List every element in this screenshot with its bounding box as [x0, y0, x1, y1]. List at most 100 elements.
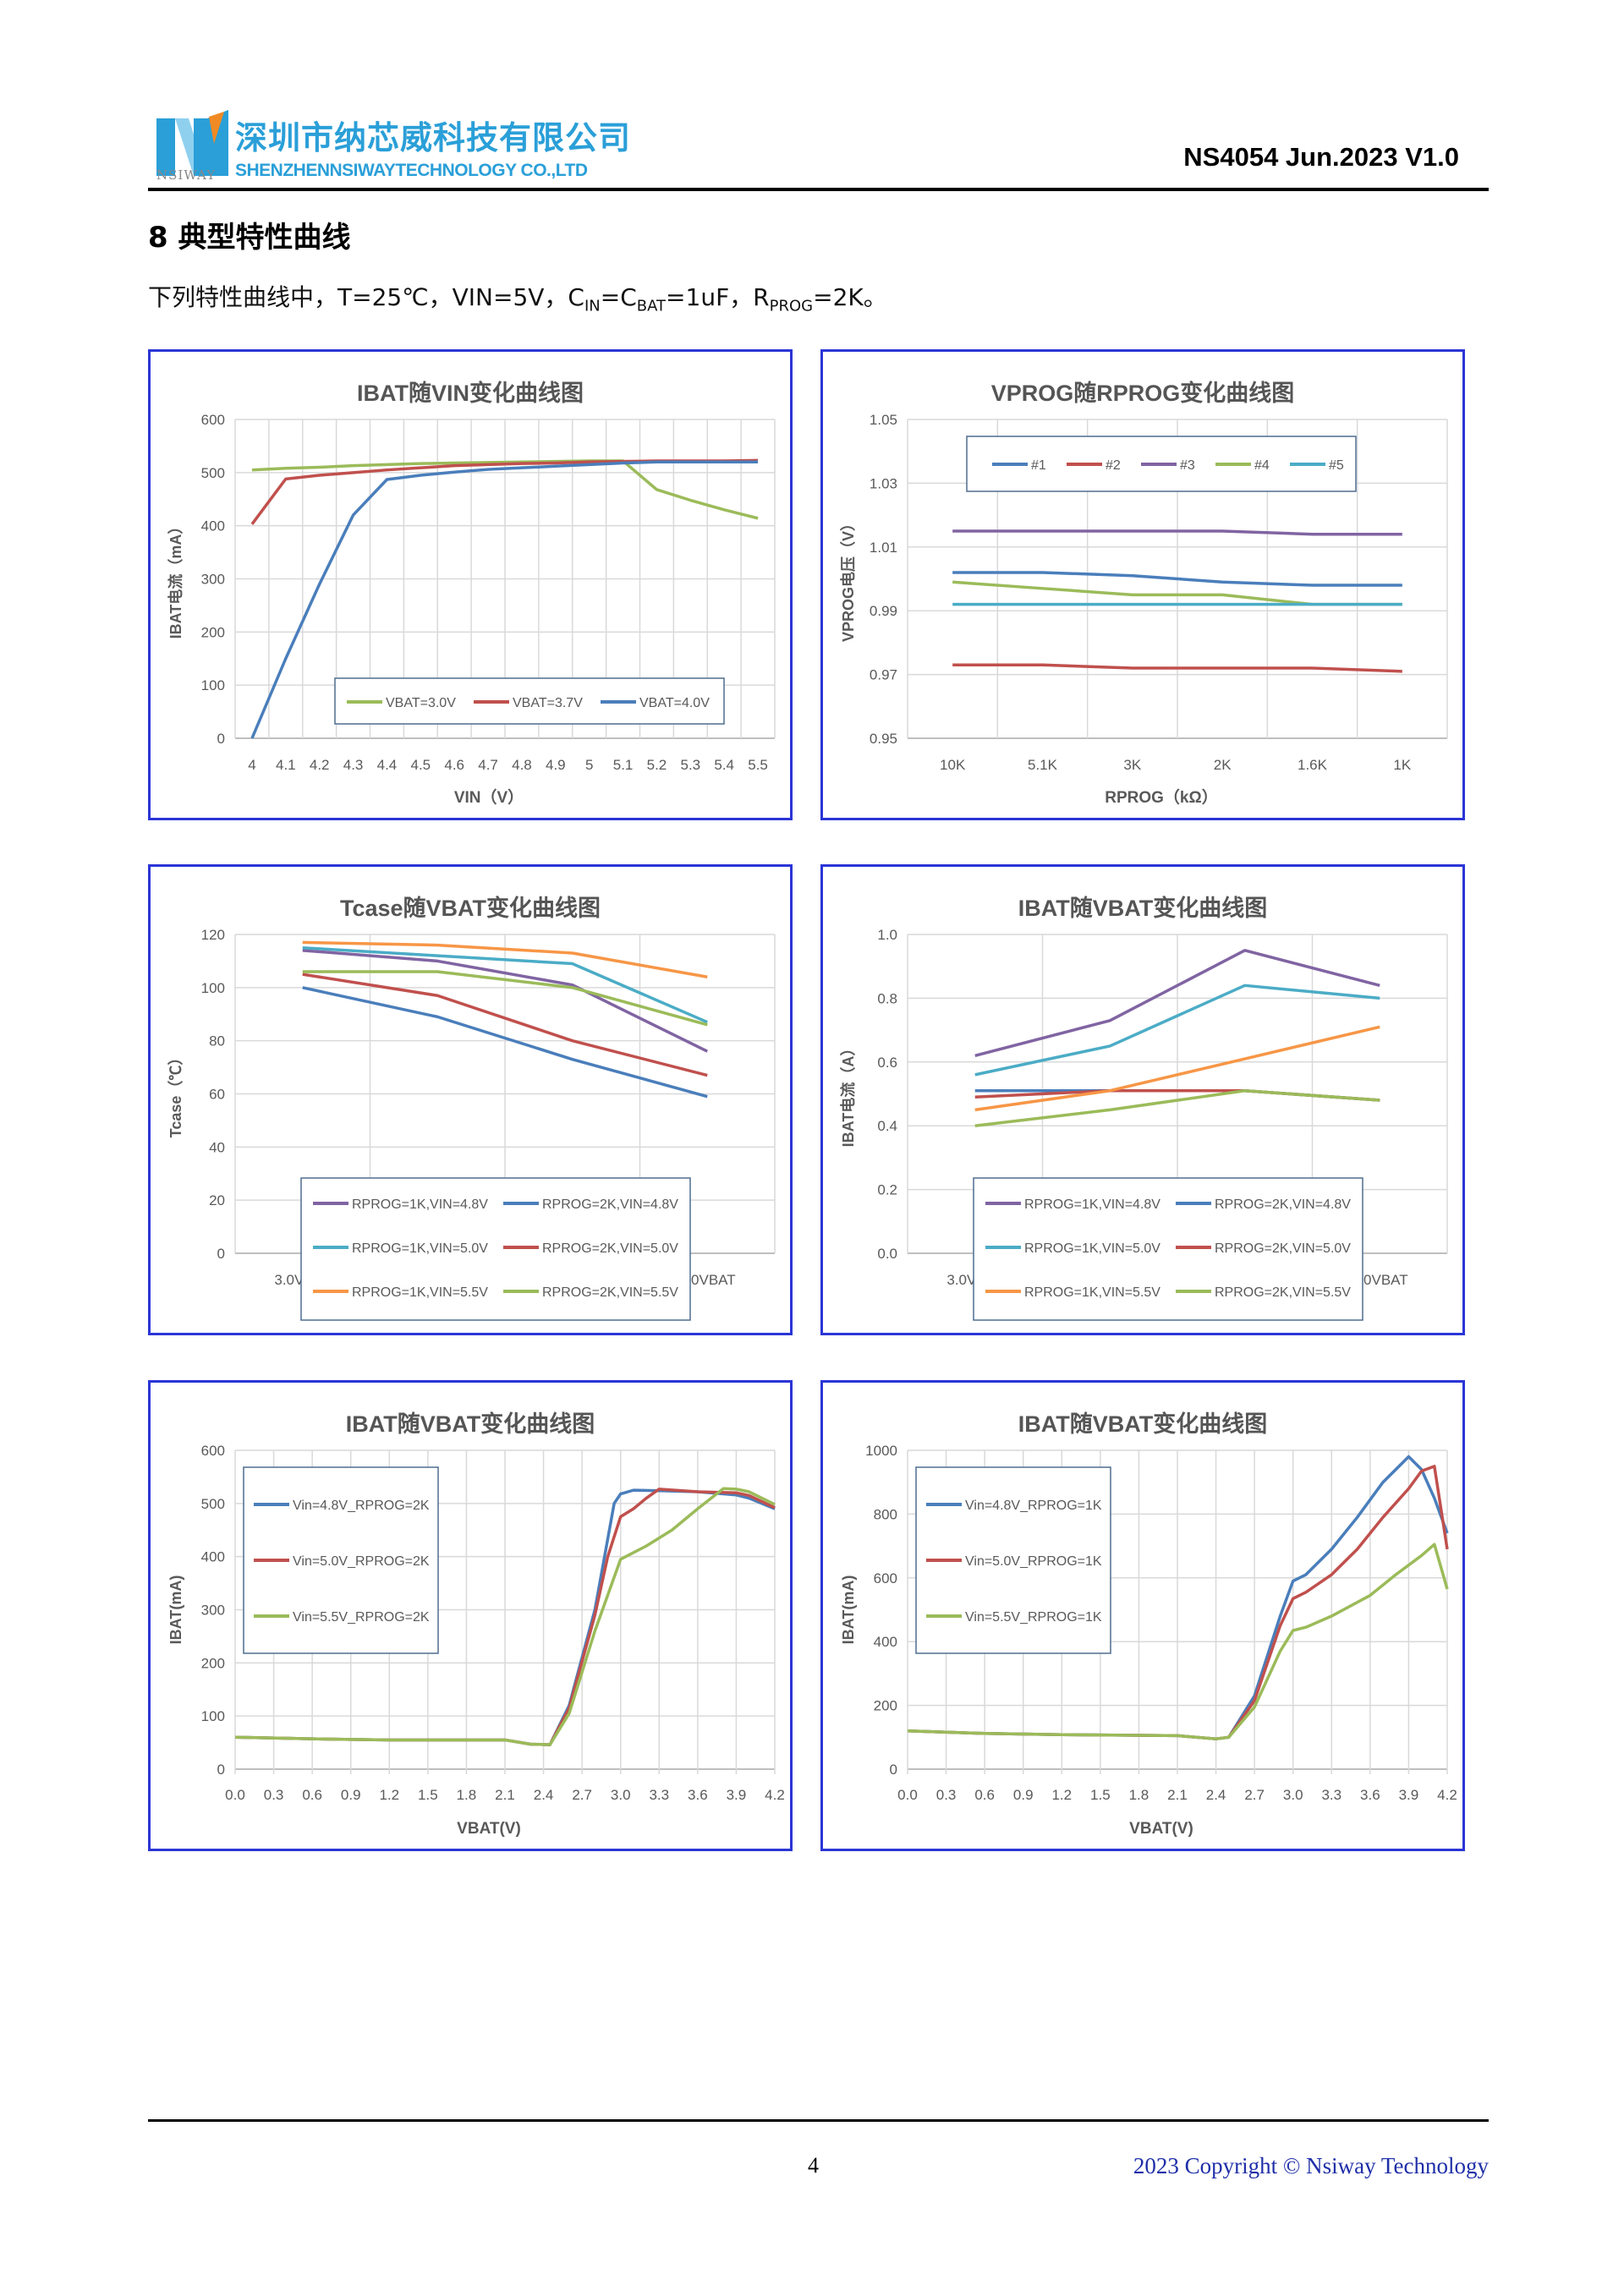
x-tick-label: 5.1K [1028, 757, 1058, 773]
company-name-cn: 深圳市纳芯威科技有限公司 [235, 119, 632, 156]
legend-label: #2 [1106, 458, 1121, 473]
chart-ibat-vs-vbat-rprog-1k: IBAT随VBAT变化曲线图 0 200 400 600 800 1000 0.0 0.3 0.6… [820, 1380, 1465, 1851]
x-tick-label: 2.1 [495, 1787, 515, 1803]
y-tick-label: 600 [874, 1570, 897, 1586]
section-title: 8 典型特性曲线 [148, 221, 351, 255]
y-tick-label: 60 [209, 1087, 225, 1103]
y-tick-label: 1.05 [870, 412, 897, 428]
legend: RPROG=1K,VIN=4.8V RPROG=2K,VIN=4.8V RPROG=… [300, 1177, 691, 1321]
x-axis-label: VBAT(V) [1129, 1820, 1193, 1838]
header-divider [148, 188, 1489, 191]
y-tick-label: 200 [201, 1655, 225, 1671]
x-tick-label: 4.3 [343, 757, 364, 773]
logo-text: NSIWAY [156, 167, 217, 183]
chart-title: Tcase随VBAT变化曲线图 [340, 895, 601, 921]
x-tick-label: 2.7 [1244, 1787, 1265, 1803]
legend-label: VBAT=3.7V [513, 696, 583, 710]
chart-title: IBAT随VBAT变化曲线图 [1018, 1411, 1267, 1437]
legend-box [300, 1177, 691, 1321]
x-tick-label: 1.8 [1129, 1787, 1149, 1803]
conditions-text: =2K。 [813, 283, 887, 311]
x-tick-label: 3.9 [727, 1787, 747, 1803]
legend-label: RPROG=2K,VIN=4.8V [1215, 1197, 1351, 1212]
x-tick-label: 4.9 [546, 757, 566, 773]
y-tick-label: 500 [201, 1496, 225, 1512]
conditions-text: =1uF，R [666, 283, 770, 311]
x-tick-label: 2.1 [1167, 1787, 1188, 1803]
company-logo [156, 110, 228, 176]
legend-label: VBAT=4.0V [639, 696, 710, 710]
x-tick-label: 0.3 [936, 1787, 957, 1803]
page-number: 4 [808, 2153, 819, 2178]
y-tick-label: 600 [201, 412, 225, 428]
x-tick-label: 2.4 [1206, 1787, 1226, 1803]
footer-divider [148, 2119, 1489, 2122]
legend: Vin=4.8V_RPROG=2K Vin=5.0V_RPROG=2K Vin=5.… [243, 1466, 439, 1654]
x-tick-label: 0.3 [264, 1787, 284, 1803]
chart-title: IBAT随VBAT变化曲线图 [1018, 895, 1267, 921]
legend-label: Vin=5.5V_RPROG=2K [293, 1610, 430, 1625]
x-tick-label: 4.0VBAT [1352, 1272, 1408, 1288]
legend: VBAT=3.0V VBAT=3.7V VBAT=4.0V [334, 677, 725, 725]
y-tick-label: 200 [201, 624, 225, 640]
test-conditions: 下列特性曲线中，T=25℃，VIN=5V，CIN=CBAT=1uF，RPROG=… [148, 279, 887, 315]
legend-label: VBAT=3.0V [386, 696, 456, 710]
y-tick-label: 120 [201, 927, 225, 943]
x-tick-label: 5 [585, 757, 593, 773]
y-tick-label: 400 [201, 1549, 225, 1565]
y-tick-label: 80 [209, 1033, 225, 1049]
x-tick-label: 4.6 [444, 757, 464, 773]
legend-label: RPROG=2K,VIN=5.5V [1215, 1285, 1351, 1300]
series-line [974, 984, 1380, 1077]
x-tick-label: 2.4 [534, 1787, 554, 1803]
x-tick-label: 3.6 [688, 1787, 708, 1803]
x-tick-label: 0.0 [897, 1787, 918, 1803]
x-tick-label: 4.2 [765, 1787, 785, 1803]
legend: #1 #2 #3 #4 #5 [966, 436, 1357, 492]
x-tick-label: 1.2 [379, 1787, 399, 1803]
y-tick-label: 300 [201, 572, 225, 588]
y-tick-label: 0.95 [870, 731, 897, 747]
y-axis-label: VPROG电压（V） [839, 516, 857, 642]
x-tick-label: 3.0 [1283, 1787, 1303, 1803]
y-tick-label: 1.03 [870, 475, 897, 491]
legend: Vin=4.8V_RPROG=1K Vin=5.0V_RPROG=1K Vin=5.… [915, 1466, 1111, 1654]
x-tick-label: 4.0VBAT [679, 1272, 736, 1288]
x-tick-label: 1.6K [1298, 757, 1328, 773]
x-tick-label: 0.0 [225, 1787, 245, 1803]
y-tick-label: 400 [201, 518, 225, 534]
chart-ibat-vs-vin: IBAT随VIN变化曲线图 0 100 200 300 400 500 600 4 4.1 4.2 4… [148, 349, 793, 820]
document-id: NS4054 Jun.2023 V1.0 [1183, 142, 1459, 172]
y-tick-label: 0 [217, 731, 225, 747]
y-tick-label: 400 [874, 1634, 897, 1650]
y-tick-label: 100 [201, 1708, 225, 1724]
y-tick-label: 200 [874, 1698, 897, 1714]
cin-subscript: IN [584, 297, 601, 315]
chart-title: VPROG随RPROG变化曲线图 [991, 380, 1295, 406]
y-tick-label: 500 [201, 465, 225, 481]
x-tick-label: 4.1 [276, 757, 296, 773]
legend-label: RPROG=1K,VIN=5.0V [1024, 1241, 1160, 1256]
series-line [302, 973, 708, 1077]
x-tick-label: 1.5 [418, 1787, 438, 1803]
series-line [234, 1487, 776, 1746]
legend-label: Vin=5.0V_RPROG=2K [293, 1554, 430, 1569]
y-axis-label: IBAT(mA) [167, 1575, 184, 1645]
legend-label: RPROG=2K,VIN=5.5V [542, 1285, 678, 1300]
chart-title: IBAT随VIN变化曲线图 [357, 380, 584, 406]
y-tick-label: 0.6 [877, 1055, 897, 1071]
series-line [974, 1088, 1380, 1127]
x-tick-label: 5.5 [748, 757, 768, 773]
legend-label: RPROG=2K,VIN=5.0V [1215, 1241, 1351, 1256]
conditions-text: 下列特性曲线中，T=25℃，VIN=5V，C [148, 283, 584, 311]
series-line [251, 459, 759, 520]
y-tick-label: 1.0 [877, 927, 897, 943]
series-line [302, 940, 708, 978]
series-line [250, 460, 759, 739]
x-axis-label: VBAT(V) [457, 1820, 521, 1838]
chart-ibat-vs-vbat-rprog-2k: IBAT随VBAT变化曲线图 0 100 200 300 400 500 600 0.0 0.3 0… [148, 1380, 793, 1851]
series-line [952, 663, 1402, 673]
company-name-en: SHENZHENNSIWAYTECHNOLOGY CO.,LTD [235, 161, 588, 180]
y-tick-label: 40 [209, 1139, 225, 1155]
x-tick-label: 1.8 [457, 1787, 477, 1803]
